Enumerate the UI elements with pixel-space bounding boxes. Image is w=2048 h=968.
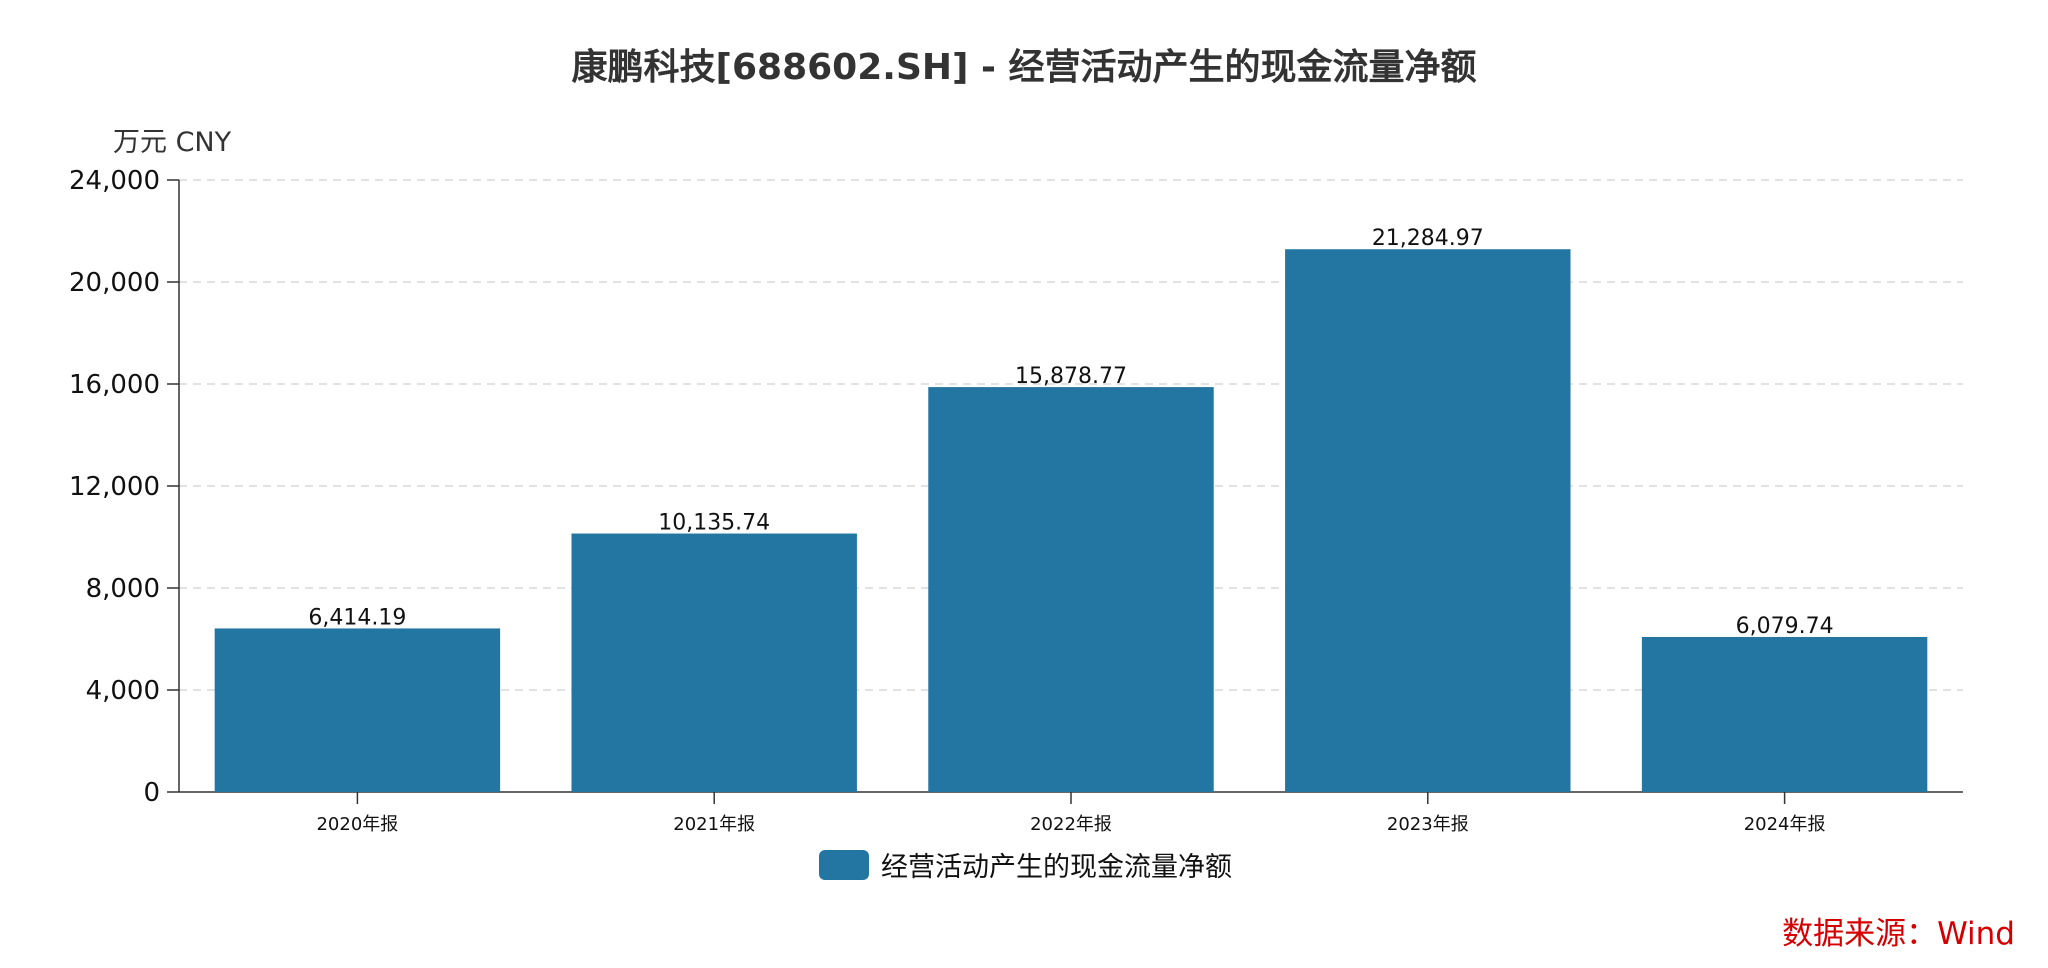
legend-label: 经营活动产生的现金流量净额 <box>881 852 1232 883</box>
y-axis-unit-label: 万元 CNY <box>113 127 232 158</box>
bar-value-label: 15,878.77 <box>1015 364 1127 389</box>
bar <box>571 533 857 792</box>
x-tick-label: 2021年报 <box>673 814 755 835</box>
x-tick-label: 2020年报 <box>316 814 398 835</box>
bar-value-label: 6,079.74 <box>1736 614 1834 639</box>
data-source-note: 数据来源：Wind <box>1782 916 2015 952</box>
bar-value-label: 21,284.97 <box>1372 226 1484 251</box>
bar <box>1285 249 1571 792</box>
y-tick-label: 16,000 <box>69 370 160 400</box>
x-tick-label: 2024年报 <box>1744 814 1826 835</box>
bar <box>1641 636 1928 792</box>
legend-swatch <box>819 850 869 880</box>
y-tick-label: 12,000 <box>69 472 160 502</box>
y-tick-label: 0 <box>143 778 160 808</box>
y-tick-label: 24,000 <box>69 166 160 196</box>
y-tick-label: 8,000 <box>86 574 160 604</box>
bar <box>928 387 1214 792</box>
y-tick-label: 20,000 <box>69 268 160 298</box>
x-tick-label: 2022年报 <box>1030 814 1112 835</box>
y-tick-label: 4,000 <box>86 676 160 706</box>
bar-value-label: 10,135.74 <box>658 511 770 536</box>
chart-title: 康鹏科技[688602.SH] - 经营活动产生的现金流量净额 <box>571 47 1477 88</box>
bar-value-label: 6,414.19 <box>308 605 406 630</box>
bar <box>214 628 501 792</box>
x-tick-label: 2023年报 <box>1387 814 1469 835</box>
